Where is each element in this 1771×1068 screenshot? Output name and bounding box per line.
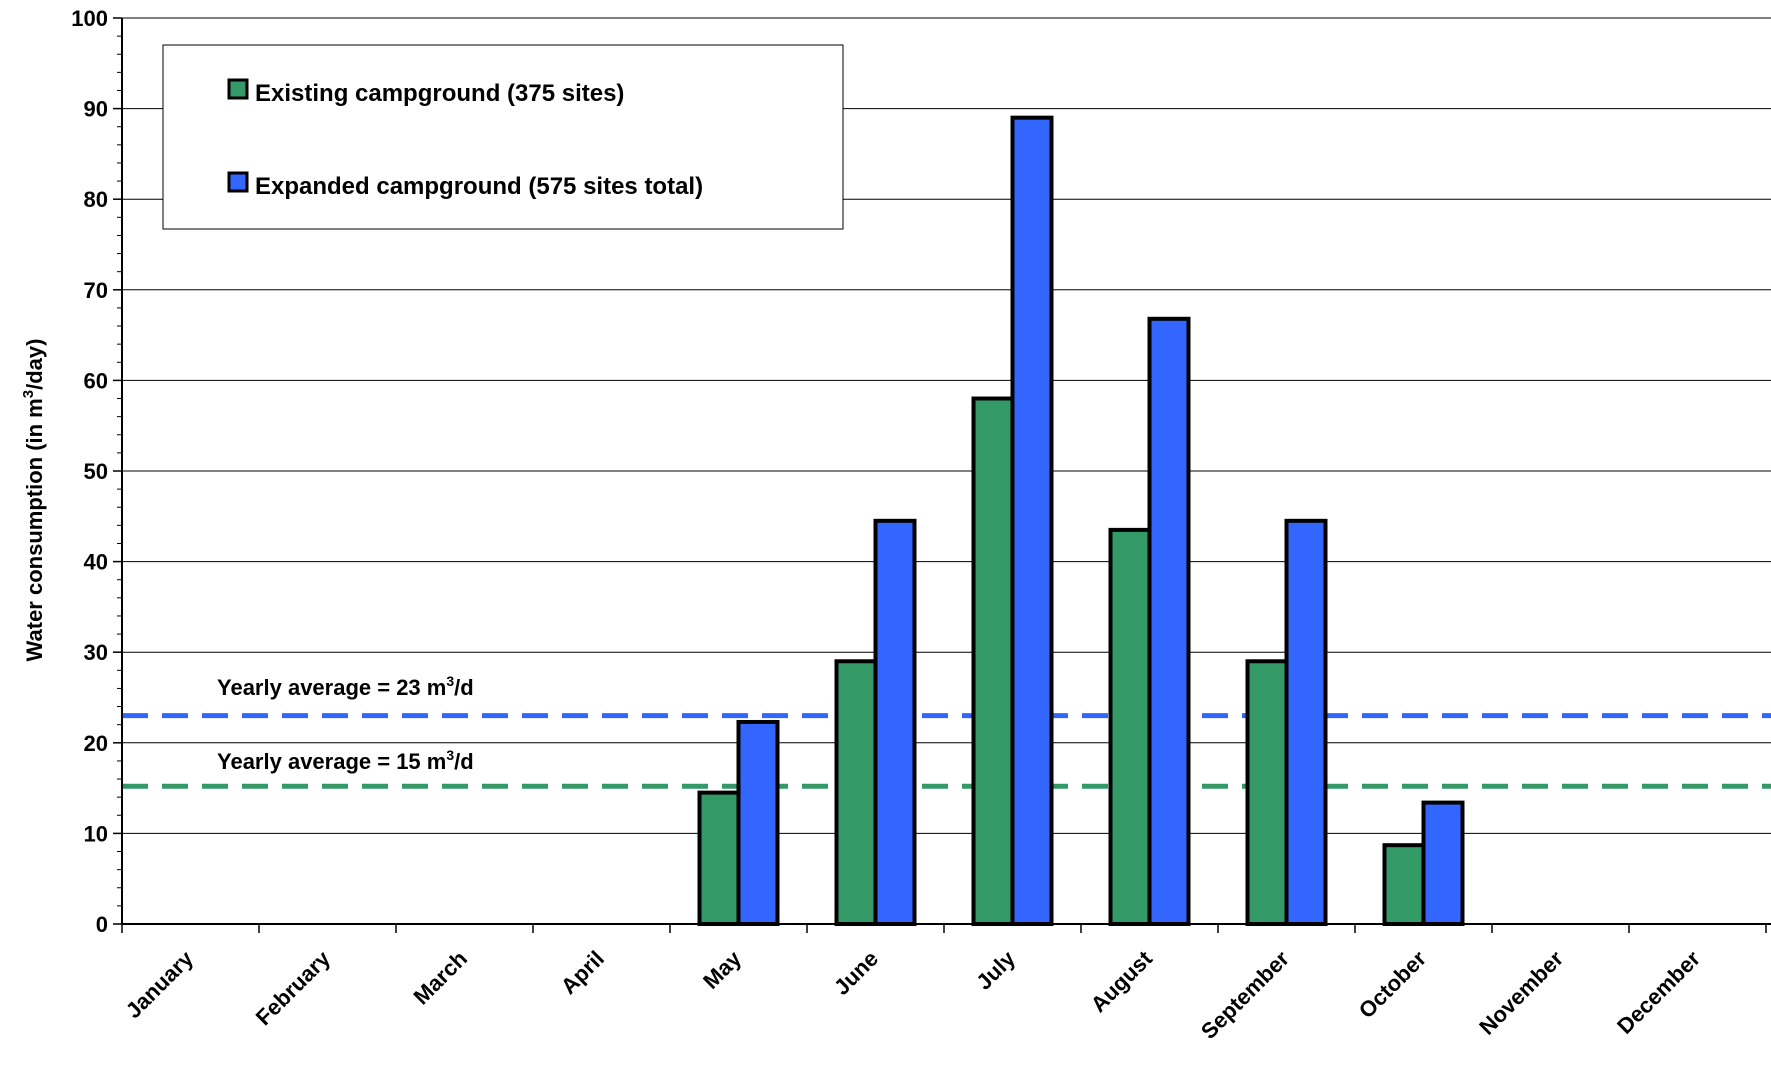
legend-label-existing: Existing campground (375 sites) xyxy=(255,80,624,107)
x-tick-label: August xyxy=(1086,945,1158,1017)
legend-swatch-expanded xyxy=(227,171,249,193)
y-axis-label: Water consumption (in m3/day) xyxy=(20,339,47,662)
y-tick-label: 60 xyxy=(84,368,108,393)
bar xyxy=(1245,659,1289,926)
bar xyxy=(1382,843,1426,926)
x-tick-label: September xyxy=(1196,946,1294,1044)
bar xyxy=(834,659,878,926)
axes xyxy=(113,17,1771,933)
x-tick-label: April xyxy=(556,946,609,999)
y-tick-label: 50 xyxy=(84,459,108,484)
ref-label-existing: Yearly average = 15 m3/d xyxy=(217,747,474,774)
legend: Existing campground (375 sites) Expanded… xyxy=(162,44,844,230)
x-tick-label: February xyxy=(251,945,336,1030)
y-tick-label: 90 xyxy=(84,97,108,122)
bar xyxy=(873,518,917,927)
x-tick-labels: January February March April May June July Augu… xyxy=(121,945,1706,1044)
y-tick-label: 0 xyxy=(96,912,108,937)
bar xyxy=(1421,800,1465,927)
y-tick-label: 30 xyxy=(84,640,108,665)
bar xyxy=(1147,316,1191,926)
x-tick-label: June xyxy=(829,946,883,1000)
x-tick-label: March xyxy=(409,946,472,1009)
legend-box xyxy=(162,44,844,230)
x-tick-label: December xyxy=(1612,946,1705,1039)
x-tick-label: May xyxy=(698,945,746,993)
y-tick-label: 40 xyxy=(84,550,108,575)
legend-swatch-existing xyxy=(227,78,249,100)
legend-label-expanded: Expanded campground (575 sites total) xyxy=(255,173,703,200)
bar xyxy=(736,719,780,926)
x-tick-label: October xyxy=(1354,946,1432,1024)
x-tick-label: November xyxy=(1474,946,1568,1040)
reference-line-labels: Yearly average = 23 m3/d Yearly average … xyxy=(217,673,474,774)
grid-lines xyxy=(122,17,1771,834)
y-tick-label: 100 xyxy=(71,6,108,31)
y-tick-labels: 0 10 20 30 40 50 60 70 80 90 100 xyxy=(71,6,108,937)
reference-lines xyxy=(122,713,1771,789)
bar xyxy=(1010,115,1054,927)
ref-label-expanded: Yearly average = 23 m3/d xyxy=(217,673,474,700)
bar xyxy=(697,790,741,926)
y-tick-label: 20 xyxy=(84,731,108,756)
x-tick-label: January xyxy=(121,945,199,1023)
bar xyxy=(1284,518,1328,927)
x-tick-label: July xyxy=(971,945,1020,994)
y-tick-label: 80 xyxy=(84,187,108,212)
y-tick-label: 70 xyxy=(84,278,108,303)
bar xyxy=(1108,527,1152,926)
y-tick-label: 10 xyxy=(84,821,108,846)
bars xyxy=(697,115,1465,927)
bar xyxy=(971,396,1015,926)
